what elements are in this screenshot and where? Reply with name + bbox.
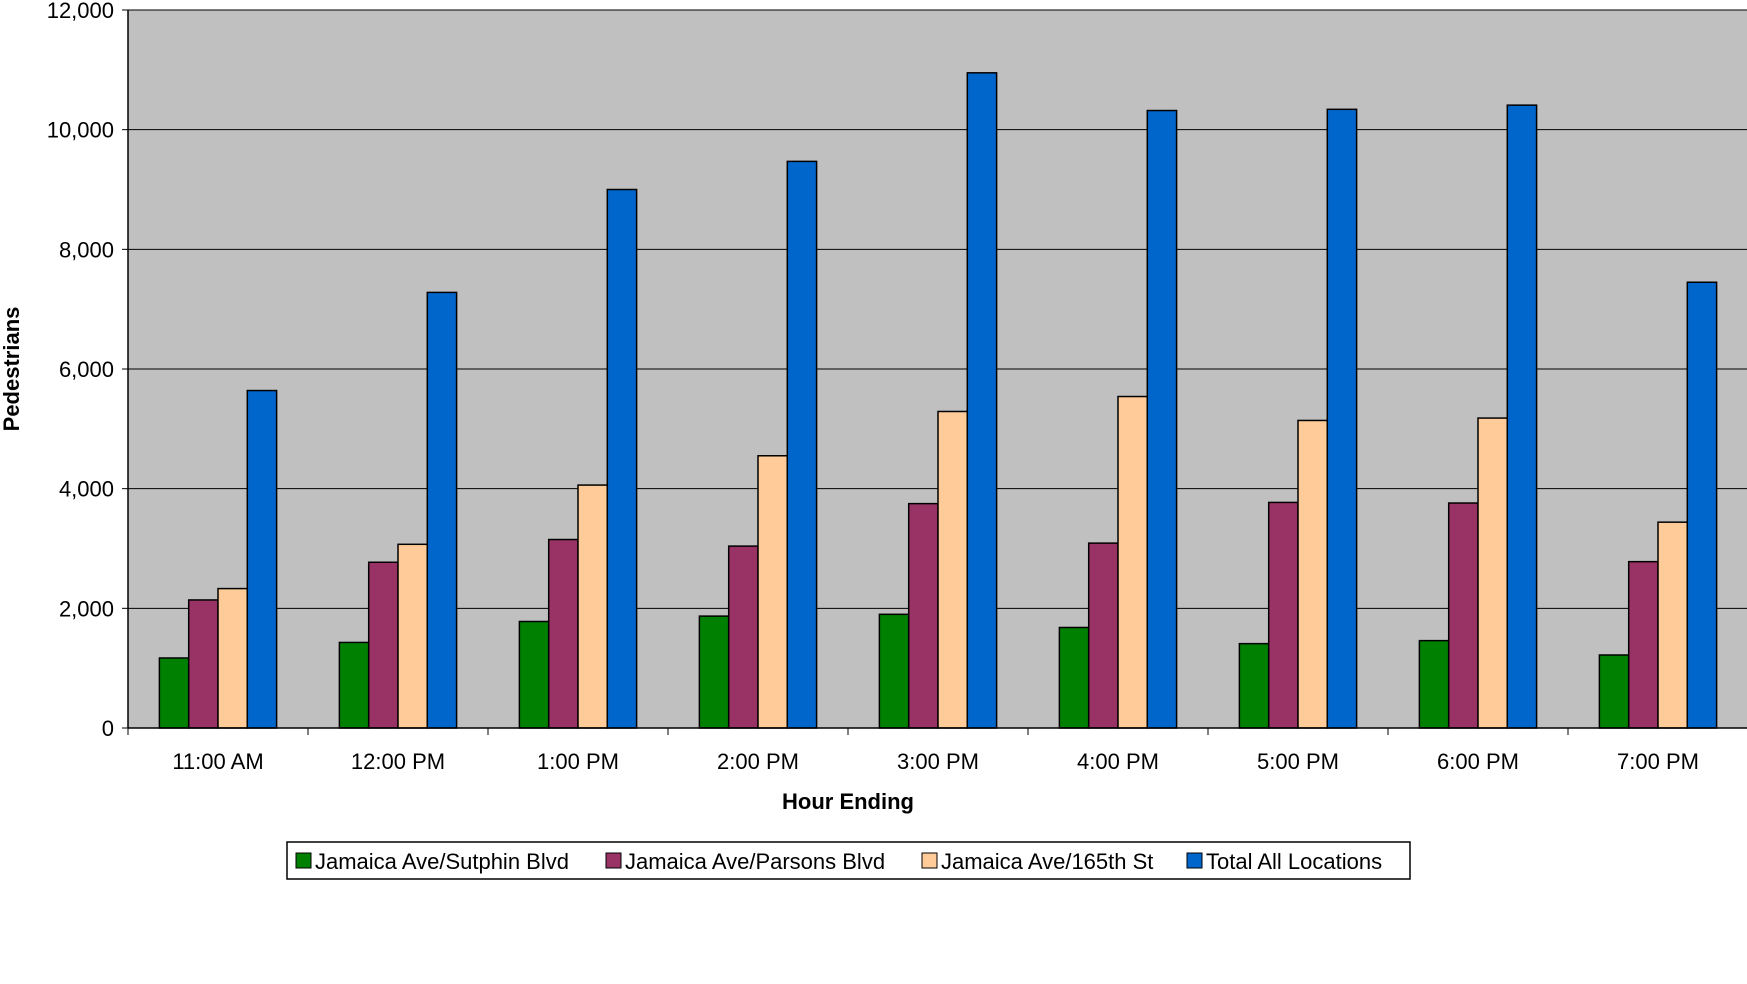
bar-1-5-00-pm [1238, 642, 1270, 729]
bar-4-3-00-pm [966, 72, 998, 729]
legend-swatch [1186, 852, 1203, 869]
bar-1-11-00-am [158, 657, 190, 729]
bar-4-12-00-pm [426, 291, 458, 729]
bar-1-2-00-pm [698, 615, 730, 729]
bar-4-4-00-pm [1146, 109, 1178, 729]
x-tick-labels: 11:00 AM 12:00 PM 1:00 PM 2:00 PM 3:00 PM 4:0… [172, 749, 1699, 774]
bar-4-11-00-am [246, 389, 278, 729]
y-axis-title: Pedestrians [0, 307, 24, 432]
bar-2-5-00-pm [1267, 501, 1299, 729]
bar-1-6-00-pm [1418, 639, 1450, 729]
bar-3-4-00-pm [1117, 395, 1149, 729]
bar-4-2-00-pm [786, 160, 818, 729]
bar-2-4-00-pm [1087, 542, 1119, 729]
bar-1-7-00-pm [1598, 654, 1630, 729]
axes-group [122, 9, 1747, 735]
y-tick-label: 6,000 [59, 357, 114, 382]
legend-label: Jamaica Ave/165th St [941, 849, 1153, 874]
legend-box [286, 841, 1411, 880]
x-tick-label: 3:00 PM [897, 749, 979, 774]
bar-2-7-00-pm [1627, 560, 1659, 729]
x-tick-label: 6:00 PM [1437, 749, 1519, 774]
bar-2-2-00-pm [727, 545, 759, 729]
y-tick-label: 2,000 [59, 596, 114, 621]
legend-label: Total All Locations [1206, 849, 1382, 874]
x-tick-label: 5:00 PM [1257, 749, 1339, 774]
bar-3-2-00-pm [757, 455, 789, 729]
bar-2-3-00-pm [907, 502, 939, 729]
y-tick-label: 12,000 [47, 0, 114, 23]
x-tick-label: 11:00 AM [172, 749, 263, 774]
bar-1-1-00-pm [518, 620, 550, 729]
legend-label: Jamaica Ave/Sutphin Blvd [315, 849, 569, 874]
x-tick-label: 12:00 PM [351, 749, 445, 774]
bar-3-11-00-am [217, 587, 249, 729]
legend-swatch [921, 852, 938, 869]
bar-4-6-00-pm [1506, 104, 1538, 729]
bar-3-12-00-pm [397, 543, 429, 729]
bar-3-6-00-pm [1477, 417, 1509, 729]
legend: Jamaica Ave/Sutphin Blvd Jamaica Ave/Pars… [286, 841, 1411, 880]
x-tick-label: 1:00 PM [537, 749, 619, 774]
y-tick-label: 8,000 [59, 237, 114, 262]
bar-4-7-00-pm [1686, 281, 1718, 729]
bar-2-6-00-pm [1447, 502, 1479, 729]
bar-4-1-00-pm [606, 188, 638, 729]
x-tick-label: 2:00 PM [717, 749, 799, 774]
bars-group [158, 72, 1718, 729]
bar-3-7-00-pm [1657, 521, 1689, 729]
bar-2-12-00-pm [367, 561, 399, 729]
bar-2-1-00-pm [547, 538, 579, 729]
y-tick-label: 4,000 [59, 477, 114, 502]
x-axis-title: Hour Ending [782, 789, 914, 814]
x-tick-label: 4:00 PM [1077, 749, 1159, 774]
bar-3-1-00-pm [577, 484, 609, 729]
legend-swatch [605, 852, 622, 869]
legend-swatch [295, 852, 312, 869]
bar-3-3-00-pm [937, 410, 969, 729]
bar-3-5-00-pm [1297, 419, 1329, 729]
bar-1-3-00-pm [878, 613, 910, 729]
x-tick-label: 7:00 PM [1617, 749, 1699, 774]
bar-1-12-00-pm [338, 641, 370, 729]
bar-4-5-00-pm [1326, 108, 1358, 729]
legend-label: Jamaica Ave/Parsons Blvd [625, 849, 885, 874]
y-tick-label: 0 [102, 716, 114, 741]
bar-2-11-00-am [187, 599, 219, 729]
y-tick-label: 10,000 [47, 118, 114, 143]
bar-1-4-00-pm [1058, 626, 1090, 729]
y-tick-labels: 0 2,000 4,000 6,000 8,000 10,000 12,000 [47, 0, 114, 741]
